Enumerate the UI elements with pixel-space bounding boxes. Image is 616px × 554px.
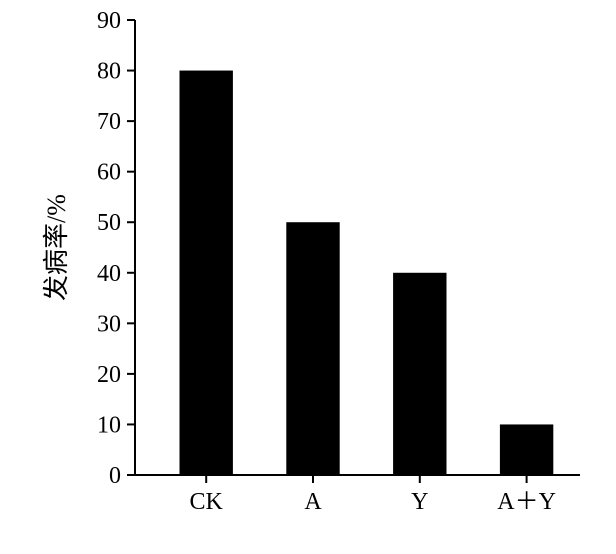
y-tick-label: 70 xyxy=(97,109,121,135)
bar xyxy=(393,273,446,475)
bar xyxy=(286,222,339,475)
y-tick-label: 60 xyxy=(97,160,121,186)
y-tick-label: 80 xyxy=(97,59,121,85)
bar xyxy=(180,71,233,475)
bar-chart: 0 10 20 30 40 50 60 70 80 90 CK A Y A＋Y 发病率/% xyxy=(0,0,616,554)
y-tick-label: 50 xyxy=(97,210,121,236)
y-tick-label: 10 xyxy=(97,412,121,438)
y-tick-label: 30 xyxy=(97,311,121,337)
x-tick-label: A＋Y xyxy=(497,489,556,515)
y-ticks: 0 10 20 30 40 50 60 70 80 90 xyxy=(97,8,135,489)
x-tick-label: Y xyxy=(411,489,428,515)
y-axis-label: 发病率/% xyxy=(42,194,71,301)
bars xyxy=(180,71,554,475)
bar xyxy=(500,424,553,475)
x-tick-label: A xyxy=(304,489,322,515)
x-tick-label: CK xyxy=(190,489,224,515)
y-tick-label: 40 xyxy=(97,261,121,287)
y-tick-label: 20 xyxy=(97,362,121,388)
y-tick-label: 0 xyxy=(109,463,121,489)
y-tick-label: 90 xyxy=(97,8,121,34)
x-ticks: CK A Y A＋Y xyxy=(190,475,556,515)
chart-svg: 0 10 20 30 40 50 60 70 80 90 CK A Y A＋Y 发病率/% xyxy=(0,0,616,554)
